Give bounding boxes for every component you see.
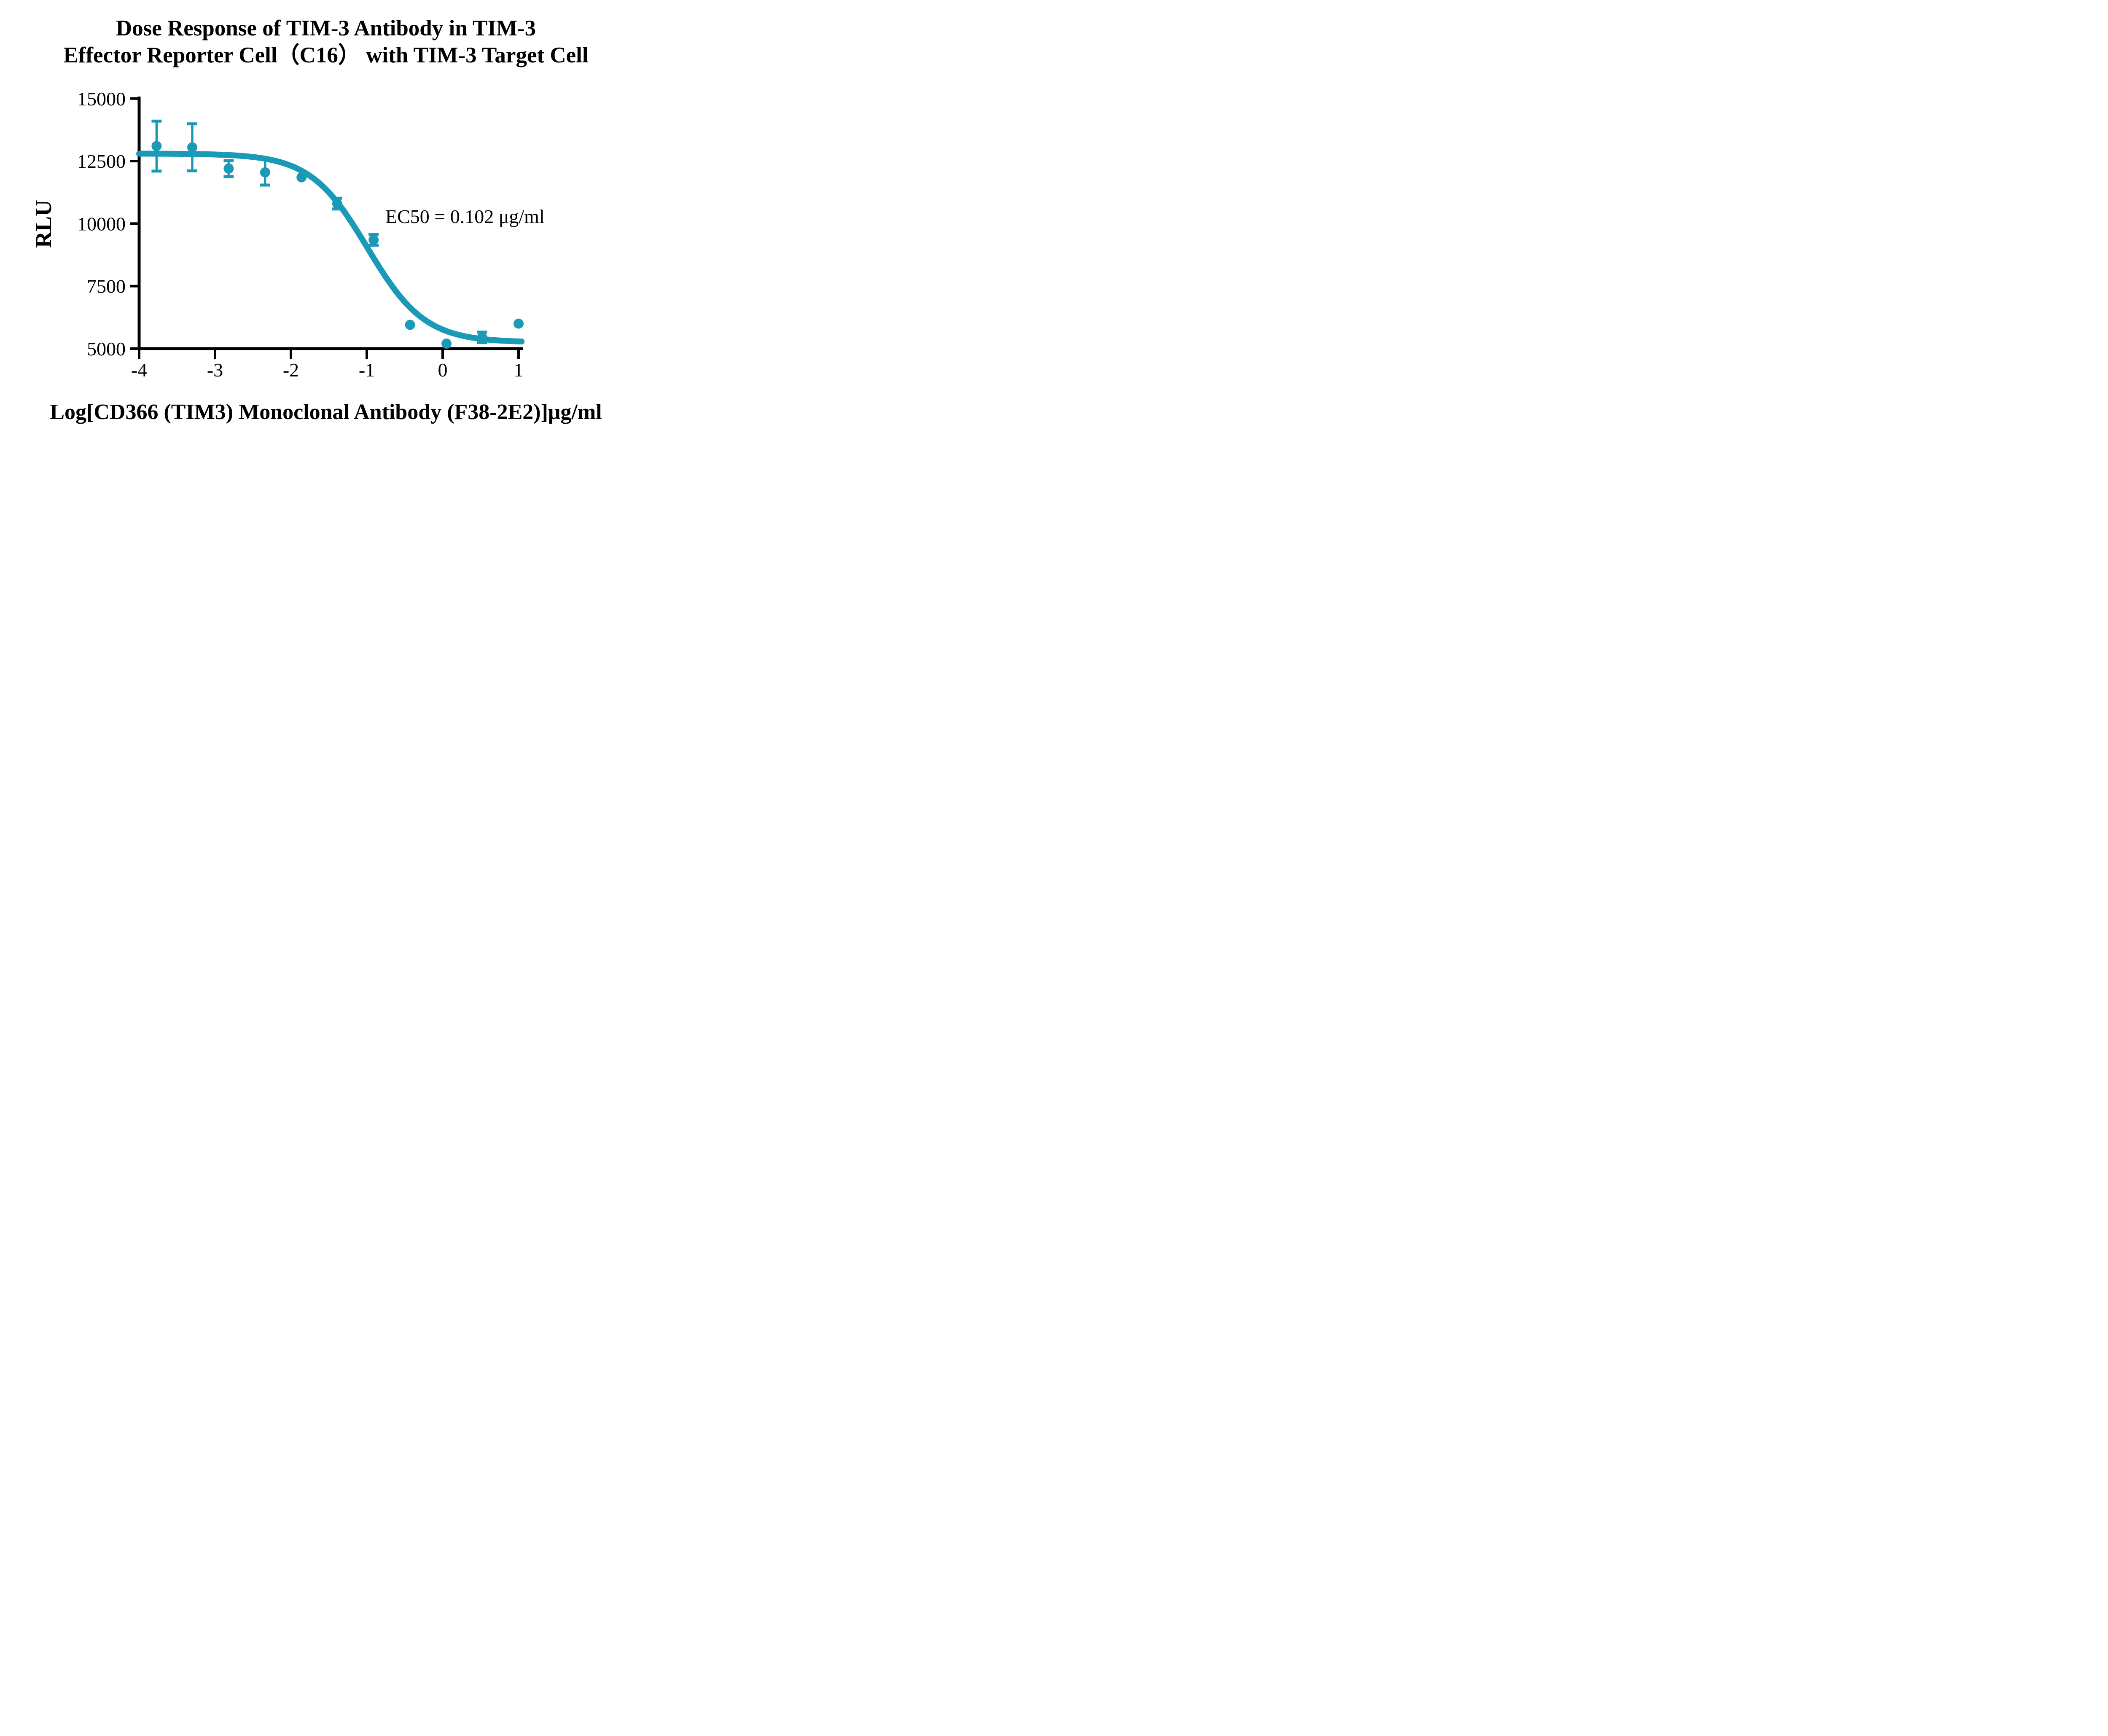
data-point — [187, 142, 197, 153]
y-tick-label: 15000 — [77, 88, 126, 110]
axes — [137, 97, 523, 350]
data-point — [441, 339, 452, 349]
data-point — [260, 167, 270, 177]
x-tick-label: -3 — [207, 359, 223, 381]
chart-title-line2: Effector Reporter Cell（C16） with TIM-3 T… — [63, 43, 589, 67]
data-point — [477, 332, 487, 343]
x-axis-label: Log[CD366 (TIM3) Monoclonal Antibody (F3… — [50, 400, 602, 424]
x-tick-label: -4 — [131, 359, 147, 381]
y-tick-label: 10000 — [77, 213, 126, 234]
data-points — [151, 141, 524, 349]
chart-title-line1: Dose Response of TIM-3 Antibody in TIM-3 — [116, 16, 536, 40]
dose-response-fit-curve — [136, 150, 525, 345]
y-axis-ticks — [130, 97, 139, 350]
data-point — [296, 172, 307, 183]
ec50-annotation: EC50 = 0.102 μg/ml — [385, 206, 545, 227]
data-point — [332, 198, 342, 209]
y-tick-label: 5000 — [87, 338, 126, 360]
x-tick-label: 0 — [438, 359, 448, 381]
x-tick-label: 1 — [514, 359, 524, 381]
y-tick-label: 7500 — [87, 276, 126, 297]
data-point — [405, 320, 415, 330]
x-axis-ticks — [138, 350, 520, 359]
y-tick-label: 12500 — [77, 150, 126, 172]
x-tick-label: -1 — [359, 359, 375, 381]
y-axis-tick-labels: 15000 12500 10000 7500 5000 — [77, 88, 126, 360]
plot-area: 15000 12500 10000 7500 5000 -4 -3 -2 -1 0 1 — [77, 88, 525, 381]
data-point — [223, 163, 234, 174]
dose-response-figure: Dose Response of TIM-3 Antibody in TIM-3… — [0, 0, 652, 434]
data-point — [514, 318, 524, 329]
x-tick-label: -2 — [283, 359, 299, 381]
data-point — [151, 141, 162, 151]
x-axis-tick-labels: -4 -3 -2 -1 0 1 — [131, 359, 524, 381]
data-point — [368, 234, 379, 245]
